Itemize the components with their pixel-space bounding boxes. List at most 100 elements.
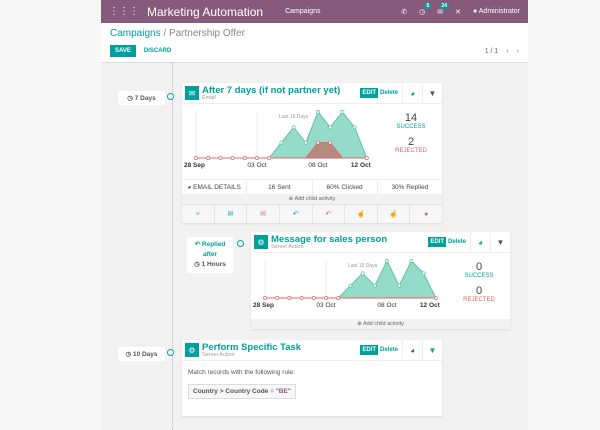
trigger-badge: ◷ 10 Days (118, 347, 165, 361)
activity-count: 5 (424, 2, 432, 9)
pie-chart-icon[interactable]: ◕ (402, 83, 422, 103)
data-point (206, 156, 211, 160)
clicked-stat[interactable]: 60% Clicked (313, 179, 378, 195)
x-tick-label: 03 Oct (316, 302, 335, 309)
data-point (263, 296, 267, 300)
activity-title[interactable]: After 7 days (if not partner yet) (202, 84, 341, 96)
data-point (218, 156, 223, 160)
clicked-icon[interactable]: ☝ (345, 205, 378, 223)
data-point (255, 156, 259, 160)
child-trigger-row: ⑂ ✉ ✉ ↶ ↶ ☝ ☝ ● (182, 204, 442, 223)
data-point (303, 140, 308, 145)
data-point (316, 110, 320, 114)
data-point (340, 110, 345, 114)
close-icon[interactable]: ✕ (455, 8, 461, 16)
not-clicked-icon[interactable]: ☝ (378, 205, 411, 223)
pie-chart-icon[interactable]: ◕ (470, 232, 490, 252)
data-point (299, 296, 304, 300)
data-point (348, 283, 353, 288)
save-button[interactable]: SAVE (110, 45, 136, 57)
data-point (364, 156, 369, 160)
domain-rule[interactable]: Country > Country Code = "BE" (188, 384, 296, 399)
opened-icon[interactable]: ✉ (215, 205, 248, 223)
data-point (385, 259, 389, 263)
sent-stat[interactable]: 16 Sent (247, 179, 313, 195)
chart-caption: Last 15 Days (279, 114, 309, 120)
activity-card: ✉ After 7 days (if not partner yet) Email… (182, 83, 442, 223)
rejected-label: REJECTED (463, 297, 495, 303)
next-icon[interactable]: › (516, 47, 519, 55)
app-title: Marketing Automation (147, 4, 264, 19)
success-count: 0 (475, 261, 483, 273)
email-icon: ✉ (185, 86, 199, 100)
timeline-node (167, 93, 174, 100)
rejected-count: 2 (407, 136, 415, 148)
email-stats: ◕ EMAIL DETAILS 16 Sent 60% Clicked 30% … (182, 179, 442, 195)
x-tick-label: 28 Sep (253, 302, 274, 309)
activity-title[interactable]: Perform Specific Task (202, 341, 302, 353)
branch-icon[interactable]: ⑂ (182, 205, 215, 223)
email-details-button[interactable]: ◕ EMAIL DETAILS (182, 179, 248, 195)
activity-type: Server Action (202, 351, 235, 358)
breadcrumb-separator: / (163, 28, 167, 39)
phone-icon[interactable]: ✆ (401, 8, 408, 16)
data-point (287, 296, 292, 300)
activity-chart: Last 15 Days 28 Sep 03 Oct 08 Oct 12 Oct 0 SU… (251, 253, 510, 319)
data-point (311, 296, 316, 300)
activity-chart: Last 15 Days 28 Sep 03 Oct 08 Oct 12 Oct 14 S… (182, 104, 442, 179)
not-opened-icon[interactable]: ✉ (247, 205, 280, 223)
rule-label: Match records with the following rule: (188, 369, 295, 376)
discard-button[interactable]: DISCARD (143, 48, 172, 54)
user-menu[interactable]: ● Administrator (472, 8, 520, 15)
x-tick-label: 12 Oct (351, 162, 372, 169)
breadcrumb-campaigns[interactable]: Campaigns (110, 28, 161, 39)
delete-button[interactable]: Delete (447, 239, 466, 245)
edit-button[interactable]: EDIT (428, 237, 446, 247)
data-point (397, 283, 402, 288)
not-replied-icon[interactable]: ↶ (313, 205, 346, 223)
data-point (409, 259, 414, 263)
edit-button[interactable]: EDIT (360, 88, 378, 98)
pie-chart-icon[interactable]: ◕ (402, 340, 422, 360)
rejected-count: 0 (475, 285, 483, 297)
apps-menu-icon[interactable]: ⋮⋮⋮ (109, 6, 139, 17)
data-point (316, 140, 320, 145)
replied-stat[interactable]: 30% Replied (391, 183, 429, 191)
activity-type: Email (202, 94, 216, 101)
activity-icon[interactable]: ◷ 5 (419, 2, 432, 16)
data-point (328, 140, 333, 145)
breadcrumb: Campaigns / Partnership Offer (110, 28, 519, 39)
menu-campaigns[interactable]: Campaigns (285, 8, 321, 15)
timeline-node (237, 240, 244, 247)
x-tick-label: 08 Oct (308, 162, 327, 169)
success-count: 14 (404, 112, 418, 124)
delete-button[interactable]: Delete (379, 347, 398, 353)
data-point (194, 156, 198, 160)
data-point (433, 296, 438, 300)
activity-card: ⚙ Perform Specific Task Server Action EDI… (182, 340, 442, 416)
delete-button[interactable]: Delete (379, 90, 398, 96)
replied-icon[interactable]: ↶ (280, 205, 313, 223)
x-tick-label: 12 Oct (420, 302, 441, 309)
trigger-badge: ↶ Replied after ◷ 1 Hours (187, 237, 233, 273)
filter-icon[interactable]: ▼ (422, 340, 442, 360)
activity-card: ⚙ Message for sales person Server Action … (251, 232, 510, 329)
filter-icon[interactable]: ▼ (490, 232, 510, 252)
x-tick-label: 08 Oct (377, 302, 396, 309)
messages-icon[interactable]: ✉ 24 (437, 2, 450, 16)
edit-button[interactable]: EDIT (360, 345, 378, 355)
bounced-icon[interactable]: ● (424, 211, 429, 218)
activity-title[interactable]: Message for sales person (271, 233, 388, 245)
add-child-activity[interactable]: ⊕ Add child activity (251, 319, 510, 329)
prev-icon[interactable]: ‹ (506, 47, 509, 55)
add-child-activity[interactable]: ⊕ Add child activity (182, 194, 442, 204)
data-point (352, 125, 357, 130)
chart-caption: Last 15 Days (348, 263, 378, 269)
data-point (328, 125, 333, 130)
series-area (196, 142, 367, 158)
data-point (360, 271, 365, 276)
message-count: 24 (439, 2, 450, 9)
filter-icon[interactable]: ▼ (422, 83, 442, 103)
success-label: SUCCESS (396, 124, 426, 130)
data-point (230, 156, 235, 160)
